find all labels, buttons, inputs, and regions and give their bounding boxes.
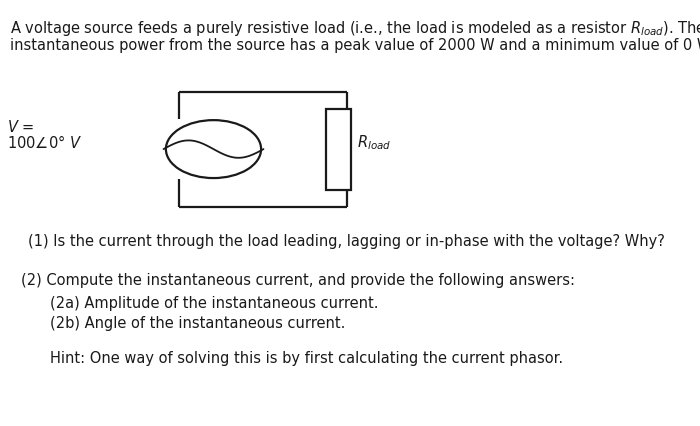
Text: (2b) Angle of the instantaneous current.: (2b) Angle of the instantaneous current. (50, 316, 346, 331)
Text: (2) Compute the instantaneous current, and provide the following answers:: (2) Compute the instantaneous current, a… (21, 273, 575, 288)
Text: A voltage source feeds a purely resistive load (i.e., the load is modeled as a r: A voltage source feeds a purely resistiv… (10, 19, 700, 38)
Text: 100∠0° $V$: 100∠0° $V$ (7, 134, 82, 151)
Text: (2a) Amplitude of the instantaneous current.: (2a) Amplitude of the instantaneous curr… (50, 296, 379, 311)
Bar (326, 109, 351, 190)
Text: $R_{load}$: $R_{load}$ (357, 133, 391, 152)
Text: instantaneous power from the source has a peak value of 2000 W and a minimum val: instantaneous power from the source has … (10, 38, 700, 53)
Text: $V$ =: $V$ = (7, 119, 34, 135)
Text: (1) Is the current through the load leading, lagging or in-phase with the voltag: (1) Is the current through the load lead… (28, 234, 665, 249)
Text: Hint: One way of solving this is by first calculating the current phasor.: Hint: One way of solving this is by firs… (50, 351, 564, 366)
